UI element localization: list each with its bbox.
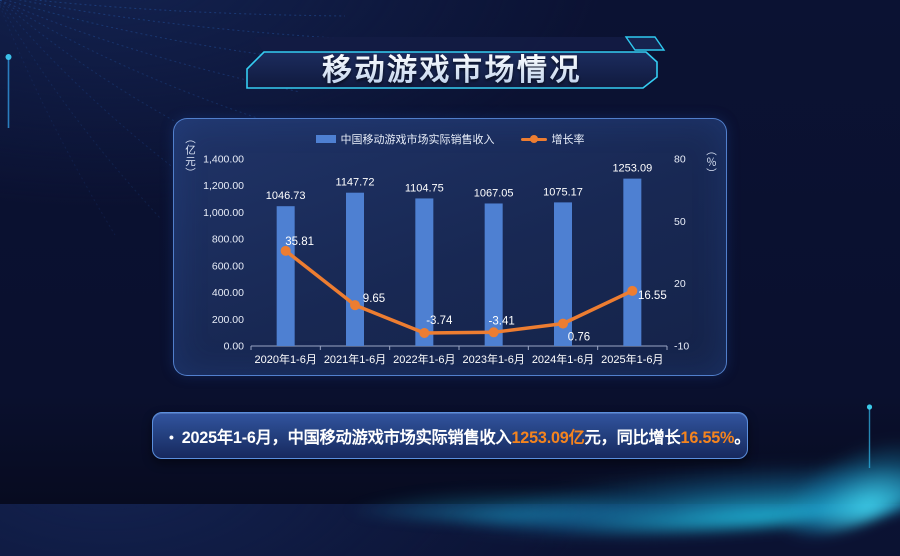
right-axis-tick-label: 50 <box>674 216 686 228</box>
right-axis-tick-label: 80 <box>674 154 686 166</box>
line-point <box>280 245 291 256</box>
summary-text: • 2025年1-6月，中国移动游戏市场实际销售收入1253.09亿元，同比增长1… <box>169 424 750 448</box>
category-label: 2020年1-6月 <box>254 352 316 366</box>
bar <box>484 203 503 346</box>
title-banner: 移动游戏市场情况 <box>246 36 666 89</box>
left-axis-tick-label: 1,200.00 <box>203 180 244 192</box>
category-label: 2021年1-6月 <box>324 352 386 366</box>
left-axis-tick-label: 800.00 <box>212 234 244 246</box>
bar-value-label: 1067.05 <box>474 187 514 199</box>
legend-item-growth: 增长率 <box>520 131 585 147</box>
line-point <box>419 327 430 338</box>
right-axis-tick-label: 20 <box>674 278 686 290</box>
line-value-label: 16.55 <box>638 290 667 302</box>
category-label: 2024年1-6月 <box>532 352 594 366</box>
legend-label-growth: 增长率 <box>551 134 585 146</box>
left-axis-tick-label: 1,000.00 <box>203 207 244 219</box>
bar <box>623 178 642 346</box>
banner-accent <box>624 36 666 51</box>
line-value-label: 35.81 <box>285 236 314 248</box>
category-label: 2022年1-6月 <box>393 352 455 366</box>
summary-bullet: • <box>169 428 174 445</box>
category-label: 2025年1-6月 <box>601 352 663 366</box>
chart-legend: 中国移动游戏市场实际销售收入 增长率 <box>174 131 726 147</box>
line-value-label: 0.76 <box>568 332 590 344</box>
line-value-label: -3.74 <box>426 315 453 327</box>
summary-segment: 。 <box>734 428 751 447</box>
left-axis-title: （亿元） <box>184 133 197 179</box>
legend-item-revenue: 中国移动游戏市场实际销售收入 <box>315 131 495 147</box>
summary-box: • 2025年1-6月，中国移动游戏市场实际销售收入1253.09亿元，同比增长1… <box>152 412 750 459</box>
left-axis-tick-label: 400.00 <box>212 287 244 299</box>
bar <box>276 206 295 346</box>
left-axis-tick-label: 600.00 <box>212 260 244 272</box>
summary-segment: 1253.09亿 <box>511 428 585 447</box>
line-point <box>558 318 568 329</box>
line-legend-swatch-icon <box>520 135 547 143</box>
bar <box>554 202 572 346</box>
banner-body <box>246 51 658 89</box>
growth-line <box>283 249 635 335</box>
bar-legend-swatch-icon <box>315 135 336 143</box>
bar <box>346 192 364 346</box>
left-accent-line <box>5 54 12 128</box>
banner-back-band <box>254 37 646 50</box>
summary-segment: 16.55% <box>680 428 735 447</box>
left-axis-tick-label: 1,400.00 <box>203 154 244 166</box>
line-point <box>488 327 499 338</box>
left-axis-tick-label: 0.00 <box>224 341 245 353</box>
category-label: 2023年1-6月 <box>462 352 524 366</box>
bar-value-label: 1253.09 <box>612 163 652 175</box>
bar <box>415 198 434 346</box>
chart-svg: 1,400.001,200.001,000.00800.00600.00400.… <box>203 154 689 367</box>
bar-value-label: 1046.73 <box>266 190 306 202</box>
bar-value-label: 1147.72 <box>336 177 375 189</box>
bar-value-label: 1104.75 <box>405 182 444 194</box>
chart-panel: 中国移动游戏市场实际销售收入 增长率 （亿元） （％） 1,400.00 1,20… <box>173 118 727 376</box>
summary-segment: 元，同比增长 <box>584 428 681 447</box>
bar-value-label: 1075.17 <box>543 186 583 198</box>
line-value-label: 9.65 <box>363 293 385 305</box>
line-point <box>350 300 360 311</box>
page-title: 移动游戏市场情况 <box>322 53 582 87</box>
left-axis-tick-label: 200.00 <box>212 314 244 326</box>
summary-segment: 2025年1-6月，中国移动游戏市场实际销售收入 <box>181 428 512 447</box>
legend-label-revenue: 中国移动游戏市场实际销售收入 <box>340 134 495 146</box>
right-axis-title: （％） <box>705 145 718 180</box>
line-value-label: -3.41 <box>489 315 515 327</box>
right-axis-tick-label: -10 <box>674 341 689 353</box>
line-point <box>627 285 638 296</box>
